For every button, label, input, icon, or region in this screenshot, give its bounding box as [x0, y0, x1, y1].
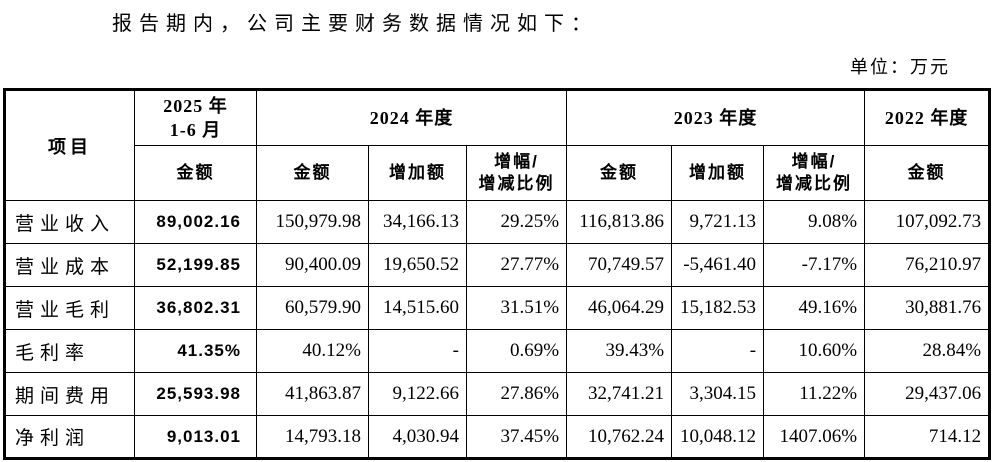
cell-2024-amount: 60,579.90	[256, 286, 369, 330]
table-row-net-profit: 净利润 9,013.01 14,793.18 4,030.94 37.45% 1…	[4, 415, 991, 459]
header-row-groups: 项目 2025 年 1-6 月 2024 年度 2023 年度 2022 年度	[4, 89, 991, 201]
table-row-period-expenses: 期间费用 25,593.98 41,863.87 9,122.66 27.86%…	[4, 372, 991, 416]
header-2025-amount: 金额	[134, 145, 257, 201]
header-2023-amount: 金额	[566, 145, 673, 201]
header-2023: 2023 年度	[566, 89, 866, 146]
cell-2023-change: 11.22%	[763, 372, 866, 416]
cell-2024-increase: -	[368, 329, 467, 373]
cell-2024-change: 27.86%	[465, 372, 568, 416]
cell-2023-change: -7.17%	[763, 243, 866, 287]
cell-2025-amount: 25,593.98	[134, 372, 257, 416]
cell-2023-amount: 116,813.86	[566, 200, 673, 244]
header-item: 项目	[4, 89, 135, 201]
cell-2023-amount: 39.43%	[566, 329, 673, 373]
cell-2024-change: 0.69%	[465, 329, 568, 373]
cell-2023-increase: -5,461.40	[671, 243, 765, 287]
cell-2024-change: 37.45%	[465, 415, 568, 459]
row-label: 营业收入	[4, 200, 135, 244]
cell-2024-increase: 19,650.52	[368, 243, 467, 287]
row-label: 营业成本	[4, 243, 135, 287]
table-row-gross-profit: 营业毛利 36,802.31 60,579.90 14,515.60 31.51…	[4, 286, 991, 330]
header-2025-h1: 2025 年 1-6 月	[134, 89, 257, 146]
cell-2024-amount: 90,400.09	[256, 243, 369, 287]
cell-2022-amount: 29,437.06	[864, 372, 991, 416]
header-2022-amount: 金额	[864, 145, 991, 201]
header-row-subs: 金额 金额 增加额 增幅/ 增减比例 金额 增加额 增幅/ 增减比例 金额	[5, 145, 991, 201]
header-2024-change: 增幅/ 增减比例	[465, 145, 568, 201]
cell-2023-change: 10.60%	[763, 329, 866, 373]
row-label: 营业毛利	[4, 286, 135, 330]
financial-data-table: 项目 2025 年 1-6 月 2024 年度 2023 年度 2022 年度 …	[3, 88, 992, 460]
cell-2024-change: 29.25%	[465, 200, 568, 244]
cell-2024-change: 27.77%	[465, 243, 568, 287]
cell-2024-amount: 40.12%	[256, 329, 369, 373]
unit-label: 单位：万元	[850, 57, 950, 77]
cell-2024-amount: 150,979.98	[256, 200, 369, 244]
cell-2023-change: 49.16%	[763, 286, 866, 330]
cell-2024-amount: 14,793.18	[256, 415, 369, 459]
cell-2023-increase: 3,304.15	[671, 372, 765, 416]
cell-2022-amount: 76,210.97	[864, 243, 991, 287]
cell-2023-amount: 32,741.21	[566, 372, 673, 416]
row-label: 毛利率	[4, 329, 135, 373]
header-2024-increase: 增加额	[368, 145, 467, 201]
cell-2023-change: 9.08%	[763, 200, 866, 244]
cell-2022-amount: 30,881.76	[864, 286, 991, 330]
header-2023-increase: 增加额	[671, 145, 765, 201]
cell-2023-amount: 70,749.57	[566, 243, 673, 287]
cell-2022-amount: 107,092.73	[864, 200, 991, 244]
cell-2023-increase: 10,048.12	[671, 415, 765, 459]
cell-2025-amount: 52,199.85	[134, 243, 257, 287]
table-row-gross-margin: 毛利率 41.35% 40.12% - 0.69% 39.43% - 10.60…	[4, 329, 991, 373]
header-2022: 2022 年度	[864, 89, 991, 146]
cell-2025-amount: 41.35%	[134, 329, 257, 373]
header-2024-amount: 金额	[256, 145, 369, 201]
cell-2023-amount: 10,762.24	[566, 415, 673, 459]
cell-2022-amount: 714.12	[864, 415, 991, 459]
cell-2023-increase: 15,182.53	[671, 286, 765, 330]
cell-2023-increase: 9,721.13	[671, 200, 765, 244]
cell-2022-amount: 28.84%	[864, 329, 991, 373]
cell-2024-increase: 14,515.60	[368, 286, 467, 330]
row-label: 净利润	[4, 415, 135, 459]
page-title: 报告期内，公司主要财务数据情况如下：	[112, 13, 598, 35]
cell-2023-increase: -	[671, 329, 765, 373]
cell-2024-change: 31.51%	[465, 286, 568, 330]
cell-2024-increase: 34,166.13	[368, 200, 467, 244]
header-2023-change: 增幅/ 增减比例	[763, 145, 866, 201]
cell-2024-increase: 4,030.94	[368, 415, 467, 459]
cell-2025-amount: 89,002.16	[134, 200, 257, 244]
table-row-operating-revenue: 营业收入 89,002.16 150,979.98 34,166.13 29.2…	[4, 200, 991, 244]
cell-2023-change: 1407.06%	[763, 415, 866, 459]
cell-2025-amount: 9,013.01	[134, 415, 257, 459]
row-label: 期间费用	[4, 372, 135, 416]
cell-2024-increase: 9,122.66	[368, 372, 467, 416]
cell-2024-amount: 41,863.87	[256, 372, 369, 416]
header-2024: 2024 年度	[255, 89, 568, 146]
cell-2023-amount: 46,064.29	[566, 286, 673, 330]
table-row-operating-cost: 营业成本 52,199.85 90,400.09 19,650.52 27.77…	[4, 243, 991, 287]
cell-2025-amount: 36,802.31	[134, 286, 257, 330]
